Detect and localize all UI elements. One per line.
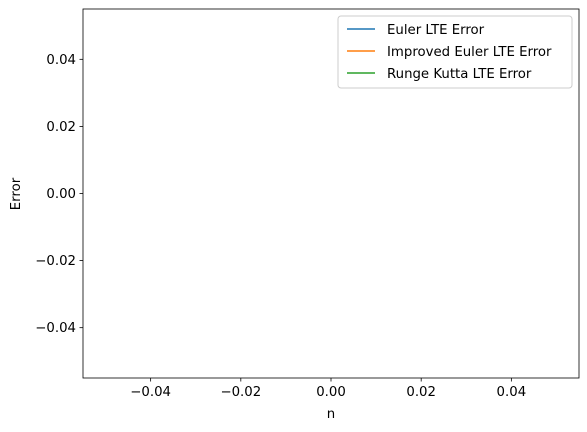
y-tick-label: 0.00 [46, 187, 76, 202]
x-tick-label: −0.02 [220, 385, 261, 400]
x-axis-title: n [327, 407, 335, 422]
x-tick-label: 0.00 [316, 385, 346, 400]
y-tick-label: 0.04 [46, 53, 76, 68]
x-tick-label: −0.04 [130, 385, 171, 400]
y-tick-label: −0.02 [35, 254, 76, 269]
y-tick-label: −0.04 [35, 321, 76, 336]
legend-label: Improved Euler LTE Error [387, 45, 552, 60]
y-axis-title: Error [9, 177, 24, 210]
legend-frame [337, 15, 573, 89]
y-axis: 0.04 0.02 0.00 −0.02 −0.04 [35, 53, 83, 336]
legend: Euler LTE Error Improved Euler LTE Error R… [337, 15, 573, 89]
x-axis: −0.04 −0.02 0.00 0.02 0.04 [130, 378, 526, 400]
x-tick-label: 0.02 [406, 385, 436, 400]
legend-label: Runge Kutta LTE Error [387, 67, 532, 82]
y-tick-label: 0.02 [46, 120, 76, 135]
legend-label: Euler LTE Error [387, 23, 485, 38]
x-tick-label: 0.04 [497, 385, 527, 400]
legend-entries: Euler LTE Error Improved Euler LTE Error R… [347, 23, 552, 82]
